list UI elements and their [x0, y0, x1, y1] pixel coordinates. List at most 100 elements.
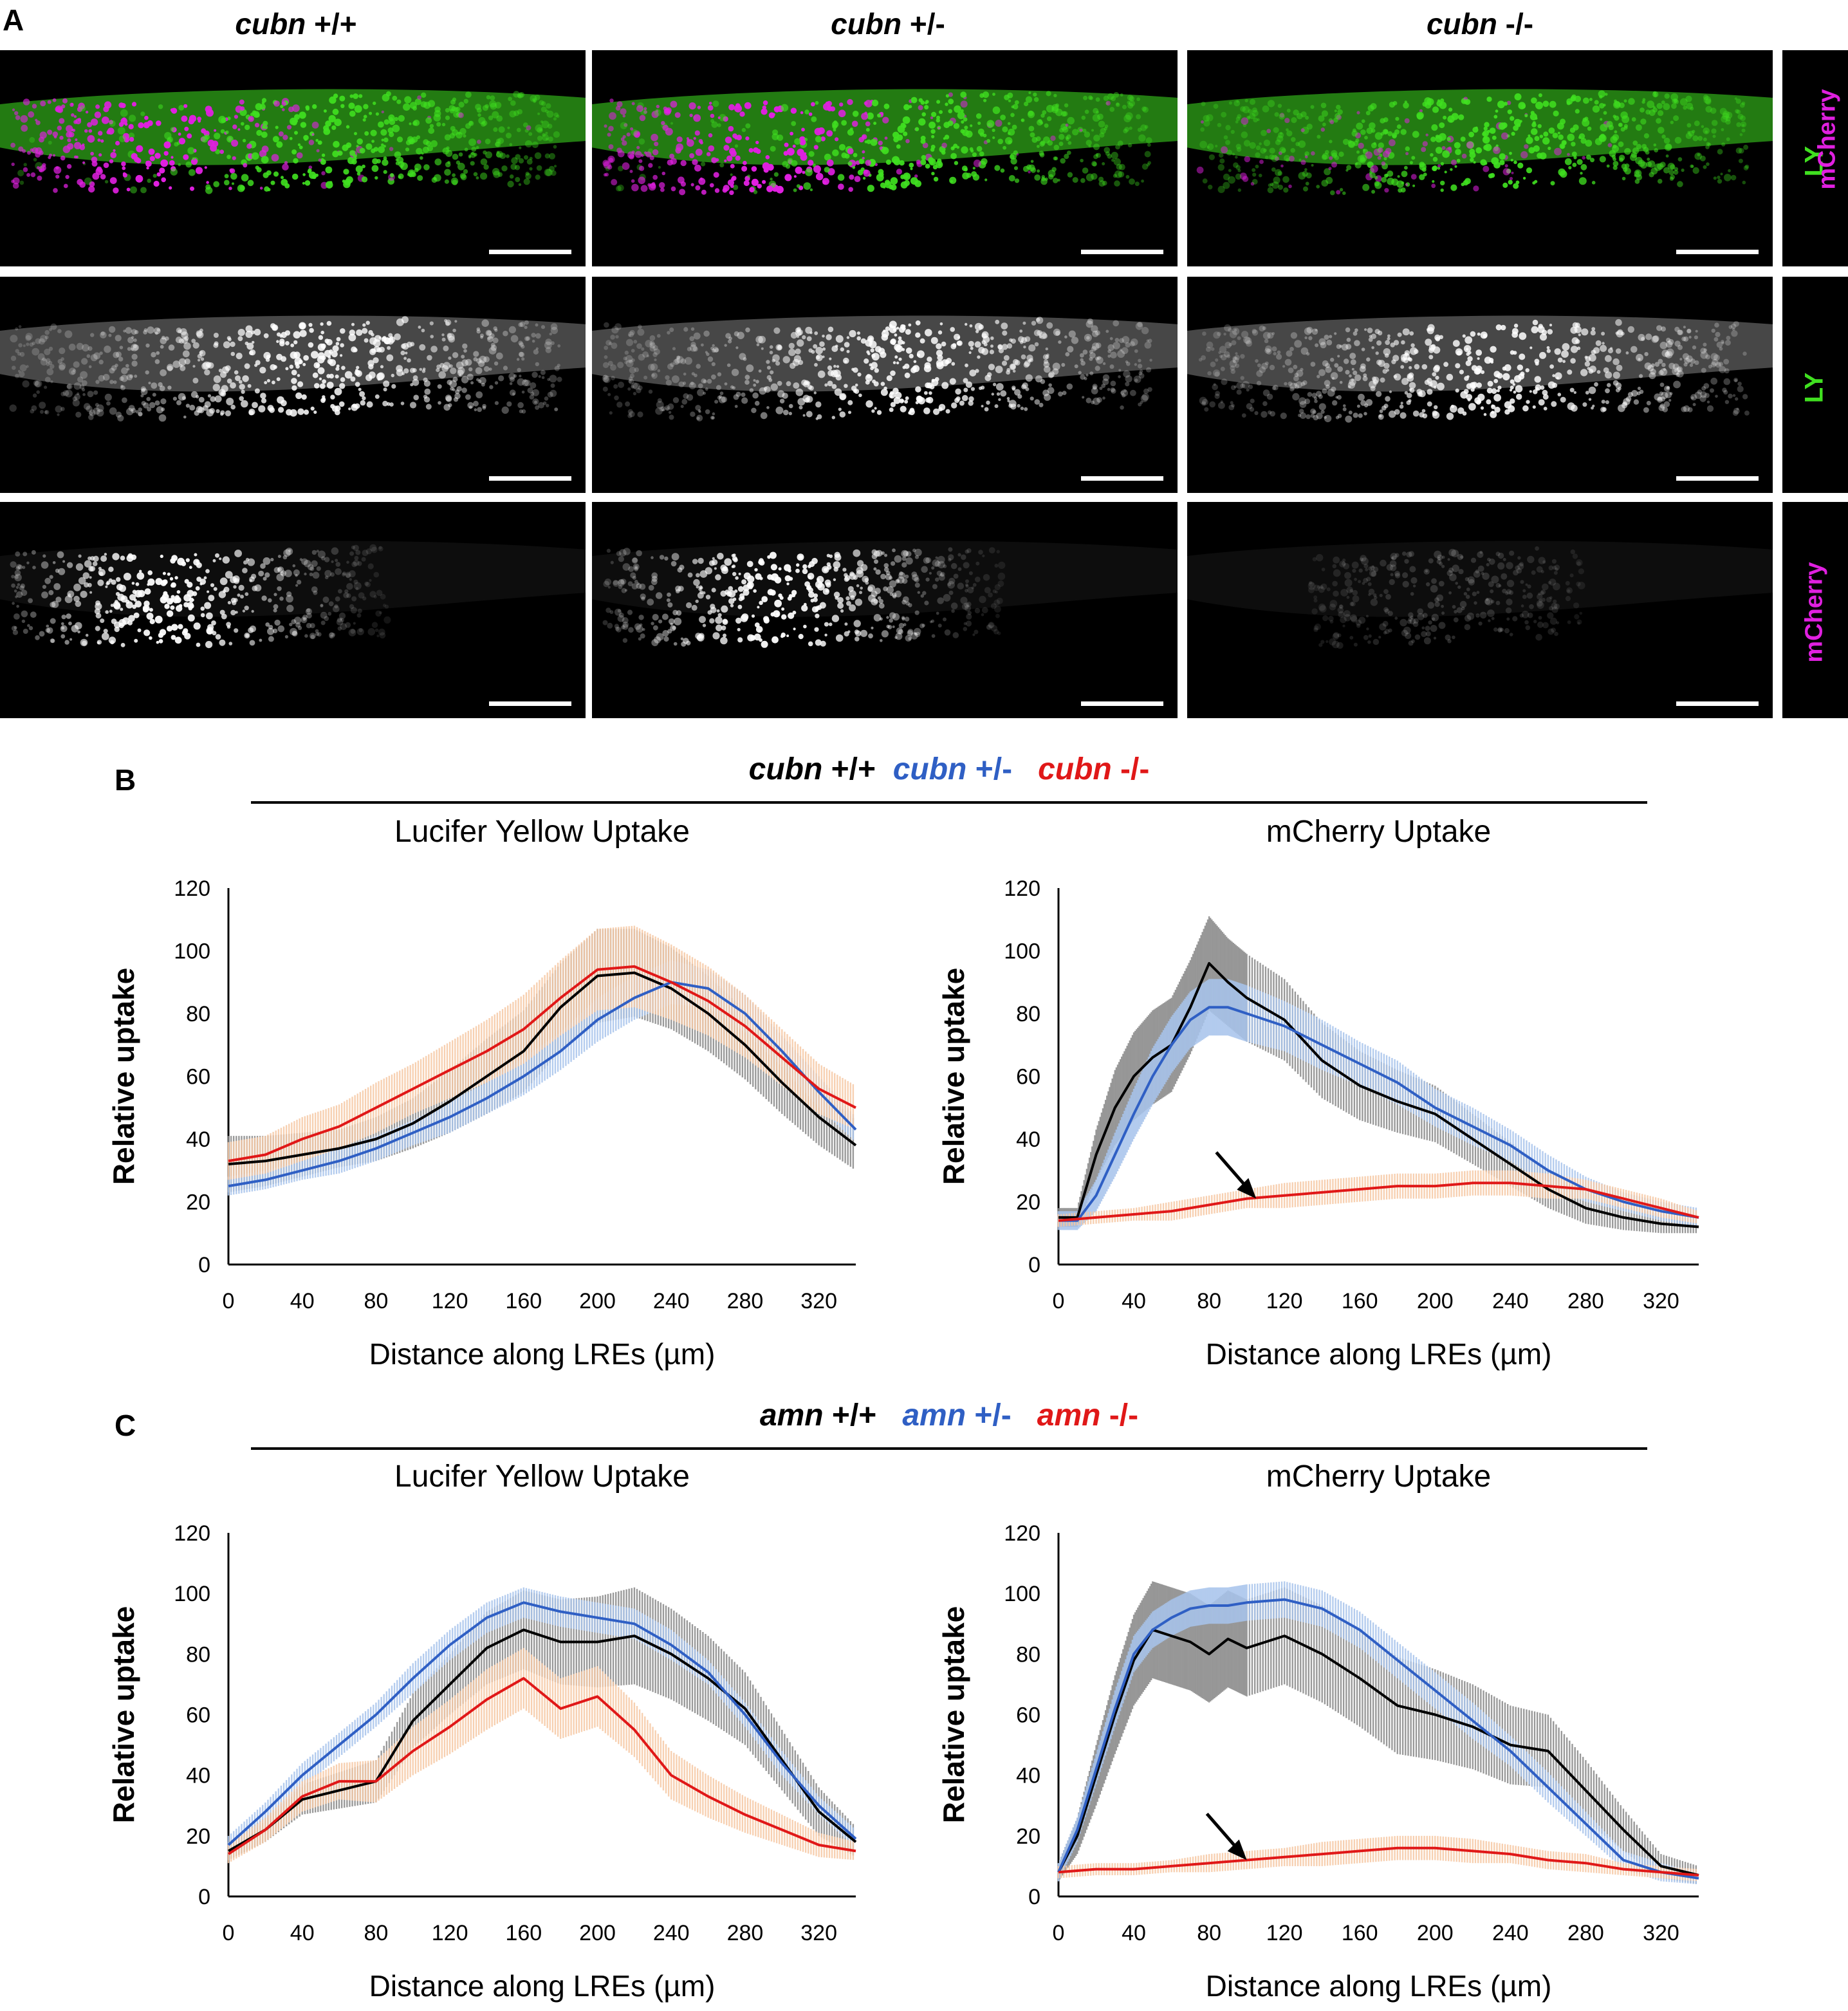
speckle [1332, 400, 1338, 406]
speckle [1717, 175, 1721, 180]
speckle [1542, 137, 1550, 145]
speckle [1710, 353, 1718, 360]
speckle [992, 106, 1001, 115]
speckle [74, 393, 80, 400]
speckle [1427, 401, 1432, 407]
speckle [66, 562, 73, 568]
speckle [106, 130, 111, 134]
speckle [315, 138, 319, 142]
speckle [183, 104, 188, 108]
speckle [477, 360, 485, 367]
speckle [614, 624, 620, 629]
speckle [1532, 181, 1536, 185]
speckle [168, 344, 175, 351]
speckle [921, 624, 925, 627]
speckle [328, 632, 335, 639]
speckle [160, 159, 169, 167]
speckle [295, 392, 302, 400]
speckle [1082, 396, 1085, 399]
speckle [735, 346, 739, 349]
speckle [948, 92, 953, 97]
speckle [899, 160, 905, 166]
speckle [1548, 127, 1555, 134]
speckle [660, 187, 665, 192]
speckle [833, 128, 836, 132]
speckle [1341, 344, 1349, 351]
speckle [55, 405, 62, 413]
speckle [910, 167, 913, 171]
speckle [715, 574, 721, 580]
speckle [1275, 169, 1282, 176]
speckle [364, 131, 369, 136]
speckle [306, 613, 312, 619]
speckle [140, 187, 147, 194]
speckle [745, 327, 750, 333]
speckle [1406, 400, 1411, 405]
speckle [890, 370, 896, 376]
speckle [938, 624, 942, 628]
speckle [494, 401, 499, 405]
speckle [1141, 327, 1149, 335]
speckle [1240, 106, 1246, 112]
speckle [392, 95, 398, 101]
speckle [1111, 388, 1116, 394]
speckle [320, 343, 326, 349]
speckle [1217, 123, 1222, 127]
speckle [59, 348, 66, 355]
speckle [1427, 98, 1434, 106]
speckle [1235, 352, 1238, 355]
speckle [36, 390, 40, 394]
speckle [851, 367, 855, 371]
speckle [541, 120, 550, 129]
speckle [344, 589, 349, 594]
speckle [452, 180, 458, 185]
speckle [611, 376, 615, 380]
speckle [650, 363, 658, 371]
speckle [1567, 369, 1573, 375]
speckle [320, 611, 328, 619]
speckle [1572, 322, 1578, 328]
speckle [1502, 168, 1510, 176]
speckle [1607, 143, 1612, 147]
speckle [1612, 358, 1620, 366]
speckle [81, 380, 88, 386]
speckle [640, 185, 648, 192]
speckle [1310, 362, 1316, 367]
speckle [1084, 131, 1091, 138]
speckle [161, 407, 165, 412]
speckle [953, 123, 960, 129]
speckle [1728, 169, 1731, 172]
speckle [169, 577, 174, 581]
speckle [550, 389, 557, 397]
speckle [109, 326, 116, 333]
speckle [744, 102, 752, 109]
speckle [1095, 153, 1099, 156]
speckle [694, 130, 700, 136]
speckle [1359, 366, 1366, 373]
speckle [116, 584, 124, 591]
speckle [638, 385, 643, 391]
speckle [1686, 355, 1693, 362]
speckle [705, 409, 710, 414]
speckle [1737, 382, 1742, 386]
speckle [1289, 382, 1297, 390]
speckle [1252, 107, 1257, 113]
speckle [1058, 391, 1063, 397]
speckle [708, 102, 712, 105]
speckle [293, 340, 298, 345]
speckle [496, 151, 500, 154]
speckle [1706, 400, 1710, 403]
speckle [356, 138, 363, 145]
speckle [603, 173, 607, 177]
speckle [625, 338, 634, 346]
micrograph-r2-c2 [592, 277, 1178, 493]
speckle [1028, 91, 1031, 95]
speckle [1218, 153, 1224, 158]
speckle [602, 375, 609, 382]
speckle [920, 138, 926, 144]
speckle [1311, 328, 1318, 335]
speckle [649, 342, 656, 349]
speckle [1257, 118, 1260, 122]
speckle [69, 638, 73, 641]
speckle [820, 640, 826, 647]
